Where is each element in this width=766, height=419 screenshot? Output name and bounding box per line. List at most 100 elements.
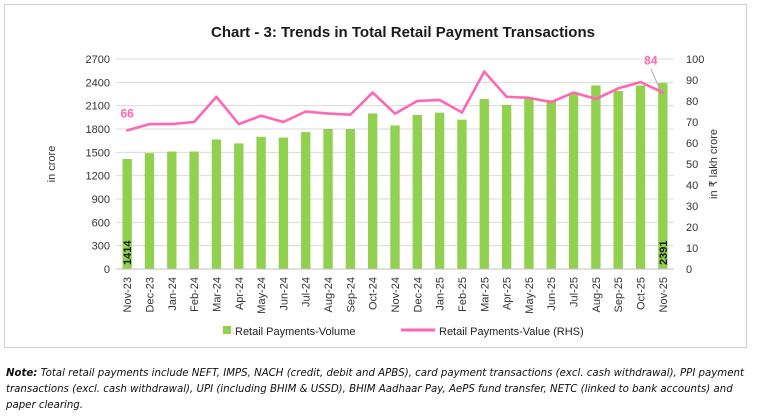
bar-volume	[635, 85, 646, 269]
x-tick-label: Oct-24	[368, 277, 380, 310]
chart-svg: Chart - 3: Trends in Total Retail Paymen…	[46, 24, 720, 338]
bar-volume	[122, 159, 132, 269]
y2-tick-label: 90	[686, 75, 698, 87]
point-value	[237, 122, 240, 126]
point-value	[438, 98, 441, 102]
note-text: Total retail payments include NEFT, IMPS…	[6, 368, 744, 411]
x-tick-label: May-24	[256, 277, 268, 314]
bar-volume	[323, 129, 333, 269]
y-tick-label: 0	[104, 264, 110, 276]
point-value	[416, 99, 419, 103]
bar-volume	[390, 125, 400, 269]
note-label: Note:	[6, 368, 38, 379]
x-tick-label: Dec-23	[144, 277, 156, 312]
point-value	[125, 129, 129, 132]
y2-tick-label: 100	[686, 54, 704, 66]
y2-tick-label: 60	[686, 138, 698, 150]
point-value	[483, 70, 486, 73]
point-value	[639, 80, 642, 84]
x-tick-label: Nov-23	[122, 277, 134, 312]
chart-note: Note: Total retail payments include NEFT…	[6, 366, 756, 414]
point-value	[617, 87, 620, 90]
y2-tick-label: 40	[686, 180, 698, 192]
y2-tick-label: 50	[686, 159, 698, 171]
x-tick-label: Sep-25	[613, 277, 625, 312]
point-value	[326, 112, 330, 115]
x-tick-label: Oct-25	[636, 277, 648, 310]
point-value	[282, 120, 285, 124]
data-label-value: 66	[120, 106, 134, 120]
x-tick-label: Sep-24	[345, 277, 357, 312]
y-tick-label: 1500	[86, 147, 110, 159]
x-tick-label: Mar-25	[479, 277, 491, 312]
x-tick-label: Mar-24	[211, 277, 223, 312]
point-value	[215, 95, 218, 99]
bar-volume	[211, 139, 222, 269]
point-value	[550, 100, 553, 104]
bar-volume	[412, 115, 423, 269]
bar-volume	[367, 113, 378, 269]
bar-volume	[501, 104, 512, 269]
data-label-volume: 2391	[658, 241, 670, 265]
bar-volume	[256, 136, 266, 269]
y2-tick-label: 0	[686, 264, 692, 276]
x-tick-label: Nov-25	[658, 277, 670, 312]
y2-tick-label: 10	[686, 243, 698, 255]
x-tick-label: Jul-24	[301, 277, 313, 307]
x-tick-label: Feb-25	[457, 277, 469, 312]
bar-volume	[167, 151, 177, 269]
x-tick-label: Jan-25	[435, 277, 447, 311]
point-value	[148, 122, 151, 126]
bar-volume	[234, 143, 244, 269]
y-tick-label: 300	[92, 241, 110, 253]
bar-volume	[457, 119, 467, 270]
bar-volume	[658, 83, 668, 270]
chart-title: Chart - 3: Trends in Total Retail Paymen…	[211, 24, 595, 41]
x-tick-label: Jun-24	[278, 277, 290, 311]
data-label-volume: 1414	[122, 240, 134, 265]
y-tick-label: 1800	[86, 124, 110, 136]
x-tick-label: Jul-25	[569, 277, 581, 307]
bar-volume	[568, 93, 579, 269]
point-value	[192, 120, 196, 124]
x-tick-label: Apr-25	[502, 277, 514, 310]
x-tick-label: Nov-24	[390, 277, 402, 312]
bar-volume	[144, 153, 155, 269]
point-value	[460, 111, 464, 114]
x-tick-label: Aug-25	[591, 277, 603, 312]
bar-volume	[479, 99, 489, 269]
legend-label-value: Retail Payments-Value (RHS)	[439, 326, 584, 338]
bar-volume	[189, 151, 199, 269]
bar-volume	[613, 90, 623, 269]
point-value	[527, 96, 531, 100]
point-value	[304, 110, 307, 113]
y-tick-label: 2700	[86, 54, 110, 66]
y-tick-label: 2400	[86, 77, 110, 89]
line-value	[126, 70, 664, 132]
data-label-value: 84	[644, 54, 658, 68]
legend-swatch-volume	[223, 326, 231, 334]
y2-tick-label: 70	[686, 117, 698, 129]
point-value	[505, 95, 508, 99]
point-value	[259, 114, 263, 117]
chart-frame: Chart - 3: Trends in Total Retail Paymen…	[4, 4, 747, 348]
y2-axis-label: in ₹ lakh crore	[708, 129, 720, 199]
point-value	[371, 91, 374, 94]
x-tick-label: Dec-24	[412, 277, 424, 312]
bar-volume	[345, 129, 356, 269]
bar-volume	[434, 112, 445, 270]
x-tick-label: Jun-25	[546, 277, 558, 311]
point-value	[349, 113, 352, 116]
x-tick-label: Aug-24	[323, 277, 335, 312]
point-value	[170, 122, 173, 126]
y2-tick-label: 80	[686, 96, 698, 108]
bar-volume	[278, 137, 289, 269]
bar-volume	[546, 100, 556, 269]
x-tick-label: Feb-24	[189, 277, 201, 312]
point-value	[661, 91, 665, 94]
y-tick-label: 2100	[86, 101, 110, 113]
point-value	[594, 97, 598, 101]
y-tick-label: 600	[92, 217, 110, 229]
x-tick-label: Jan-24	[167, 277, 179, 311]
bar-volume	[301, 132, 311, 269]
